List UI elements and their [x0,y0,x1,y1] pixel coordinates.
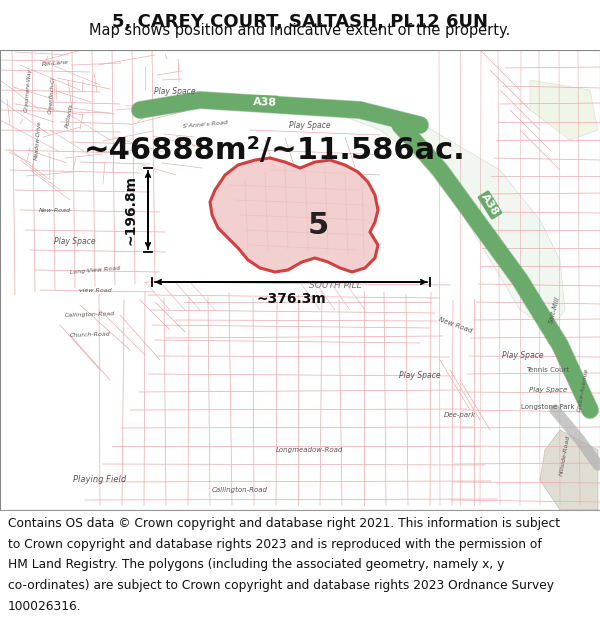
Text: Play Space: Play Space [529,387,567,393]
Text: ~376.3m: ~376.3m [256,292,326,306]
Text: Play Space: Play Space [502,351,544,359]
Text: A38: A38 [253,97,277,108]
Polygon shape [540,430,598,510]
Text: Long-View Road: Long-View Road [70,265,121,275]
Text: New-Road: New-Road [39,208,71,212]
Text: Glebe-Avenue: Glebe-Avenue [577,368,589,413]
Text: A38: A38 [479,192,500,218]
Text: Dee-park: Dee-park [444,412,476,418]
Text: Rill-Lane: Rill-Lane [41,59,69,67]
Text: to Crown copyright and database rights 2023 and is reproduced with the permissio: to Crown copyright and database rights 2… [8,538,542,551]
Text: 5, CAREY COURT, SALTASH, PL12 6UN: 5, CAREY COURT, SALTASH, PL12 6UN [112,12,488,31]
Text: Longstone Park: Longstone Park [521,404,575,410]
Text: New Road: New Road [437,316,473,334]
Text: Play Space: Play Space [54,238,96,246]
Text: Meadow-Drive: Meadow-Drive [34,120,42,160]
Text: SOUTH PILL: SOUTH PILL [308,281,361,289]
Text: Pollards: Pollards [65,102,74,127]
Text: S'Anne's Road: S'Anne's Road [182,121,227,129]
Text: Play Space: Play Space [399,371,441,379]
Text: Playing Field: Playing Field [73,476,127,484]
Text: Longmeadow-Road: Longmeadow-Road [277,447,344,453]
Text: Callington-Road: Callington-Road [65,312,115,318]
Text: Salt-Mill: Salt-Mill [548,296,562,324]
Text: Play Space: Play Space [289,121,331,129]
Text: Map shows position and indicative extent of the property.: Map shows position and indicative extent… [89,22,511,38]
Text: ~196.8m: ~196.8m [124,175,138,245]
Text: ~46888m²/~11.586ac.: ~46888m²/~11.586ac. [84,136,466,164]
Text: Grassmere-Way: Grassmere-Way [23,68,32,112]
Text: 5: 5 [307,211,329,239]
Text: view Road: view Road [79,288,112,292]
Text: co-ordinates) are subject to Crown copyright and database rights 2023 Ordnance S: co-ordinates) are subject to Crown copyr… [8,579,554,592]
Text: HM Land Registry. The polygons (including the associated geometry, namely x, y: HM Land Registry. The polygons (includin… [8,558,504,571]
Text: Callington-Road: Callington-Road [212,487,268,493]
Text: Play Space: Play Space [154,88,196,96]
Text: Greenfinch-Cl: Greenfinch-Cl [48,76,56,114]
Text: Tennis Court: Tennis Court [526,367,569,373]
Text: Contains OS data © Crown copyright and database right 2021. This information is : Contains OS data © Crown copyright and d… [8,517,560,530]
Polygon shape [530,80,598,140]
Text: 100026316.: 100026316. [8,600,82,612]
Polygon shape [210,158,378,272]
Text: Hillside-Road: Hillside-Road [559,434,571,476]
Text: Church-Road: Church-Road [70,332,110,338]
Polygon shape [340,115,565,330]
